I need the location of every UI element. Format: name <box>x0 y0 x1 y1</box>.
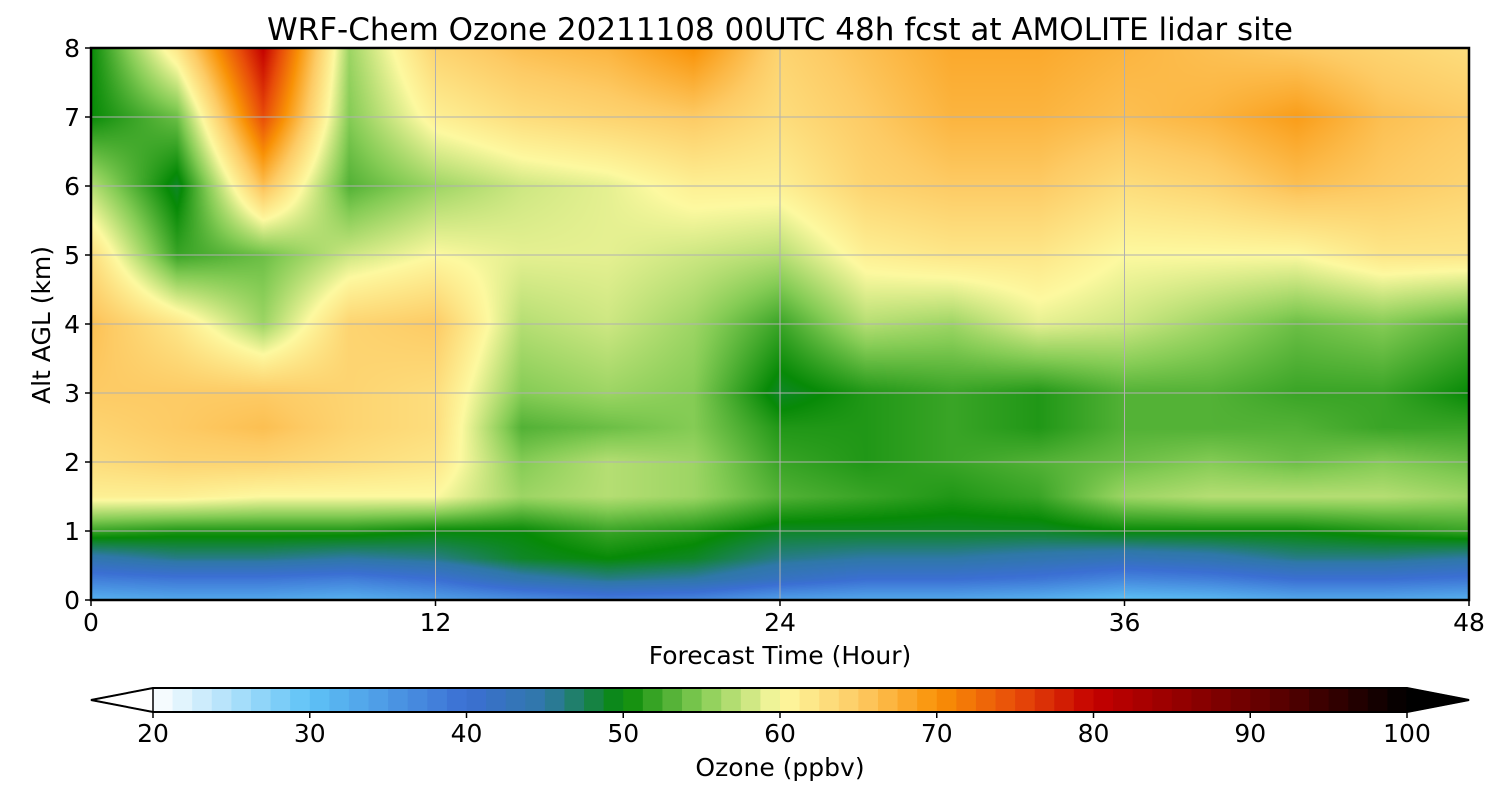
colorbar-segment <box>1073 688 1095 712</box>
colorbar-segment <box>642 688 664 712</box>
x-tick-label: 24 <box>764 608 796 637</box>
colorbar-segment <box>1348 688 1369 712</box>
colorbar-tick-label: 70 <box>921 719 953 748</box>
colorbar-segment <box>1309 688 1330 712</box>
colorbar-segment <box>407 688 428 712</box>
colorbar-segment <box>486 688 507 712</box>
colorbar-segment <box>858 688 879 712</box>
colorbar-segment <box>544 688 566 712</box>
colorbar-segment <box>584 688 605 712</box>
colorbar-segment <box>995 688 1016 712</box>
y-tick-label: 4 <box>64 310 80 339</box>
colorbar-segment <box>270 688 291 712</box>
colorbar-segment <box>309 688 330 712</box>
colorbar-tick-label: 80 <box>1078 719 1110 748</box>
y-tick-label: 1 <box>64 517 80 546</box>
colorbar-segment <box>721 688 742 712</box>
colorbar-tick-label: 60 <box>764 719 796 748</box>
colorbar-segment <box>388 688 409 712</box>
colorbar-segment <box>975 688 997 712</box>
colorbar-segment <box>662 688 683 712</box>
colorbar-segment <box>682 688 703 712</box>
x-tick-label: 48 <box>1453 608 1485 637</box>
colorbar-segment <box>1152 688 1173 712</box>
colorbar-segment <box>172 688 193 712</box>
colorbar-segment <box>329 688 350 712</box>
colorbar-segment <box>603 688 624 712</box>
x-axis-label: Forecast Time (Hour) <box>649 641 912 670</box>
colorbar-segment <box>211 688 232 712</box>
colorbar-segment <box>192 688 213 712</box>
colorbar-segment <box>1171 688 1193 712</box>
colorbar-segment <box>1113 688 1134 712</box>
colorbar-tick-label: 90 <box>1234 719 1266 748</box>
chart-title: WRF-Chem Ozone 20211108 00UTC 48h fcst a… <box>267 12 1293 48</box>
colorbar-segment <box>1289 688 1310 712</box>
colorbar-segment <box>1367 688 1389 712</box>
colorbar-segment <box>623 688 644 712</box>
colorbar-segment <box>1034 688 1055 712</box>
colorbar-segment <box>799 688 820 712</box>
colorbar-segment <box>819 688 840 712</box>
colorbar-segment <box>1054 688 1075 712</box>
colorbar-segment <box>446 688 468 712</box>
colorbar-tick-label: 100 <box>1383 719 1431 748</box>
colorbar-segment <box>153 688 174 712</box>
colorbar-segment <box>760 688 781 712</box>
colorbar-segment <box>1269 688 1291 712</box>
colorbar-segment <box>740 688 762 712</box>
colorbar-segment <box>525 688 546 712</box>
colorbar-tick-label: 40 <box>451 719 483 748</box>
colorbar-label: Ozone (ppbv) <box>695 753 864 782</box>
colorbar-segment <box>466 688 487 712</box>
y-tick-label: 8 <box>64 34 80 63</box>
y-tick-label: 5 <box>64 241 80 270</box>
x-tick-label: 36 <box>1109 608 1141 637</box>
colorbar-segment <box>231 688 252 712</box>
colorbar-segment <box>1015 688 1036 712</box>
colorbar-segment <box>936 688 957 712</box>
colorbar-segment <box>1211 688 1232 712</box>
colorbar-segment <box>290 688 311 712</box>
colorbar-segment <box>368 688 389 712</box>
y-axis-label: Alt AGL (km) <box>27 246 56 404</box>
colorbar-segment <box>838 688 859 712</box>
colorbar-segment <box>701 688 722 712</box>
y-tick-label: 7 <box>64 103 80 132</box>
colorbar-min-extension <box>90 687 154 713</box>
colorbar-segment <box>877 688 899 712</box>
colorbar-segment <box>1093 688 1114 712</box>
colorbar-segment <box>1230 688 1251 712</box>
colorbar-segment <box>1132 688 1153 712</box>
colorbar-segment <box>427 688 448 712</box>
colorbar-segment <box>505 688 526 712</box>
colorbar-segment <box>917 688 938 712</box>
colorbar-segment <box>250 688 272 712</box>
colorbar-segment <box>564 688 585 712</box>
colorbar-segment <box>897 688 918 712</box>
colorbar-segment <box>1328 688 1349 712</box>
colorbar-max-extension <box>1406 687 1470 713</box>
y-tick-label: 2 <box>64 448 80 477</box>
colorbar-segment <box>1250 688 1271 712</box>
y-tick-label: 0 <box>64 586 80 615</box>
colorbar: 20 30 40 50 60 70 80 90 100 <box>90 687 1470 748</box>
colorbar-tick-label: 50 <box>607 719 639 748</box>
colorbar-segment <box>956 688 977 712</box>
x-tick-label: 0 <box>83 608 99 637</box>
colorbar-tick-label: 30 <box>294 719 326 748</box>
colorbar-segment <box>780 688 801 712</box>
y-tick-label: 6 <box>64 172 80 201</box>
colorbar-segment <box>348 688 370 712</box>
y-tick-label: 3 <box>64 379 80 408</box>
colorbar-segment <box>1191 688 1212 712</box>
colorbar-segment <box>1387 688 1408 712</box>
colorbar-tick-label: 20 <box>137 719 169 748</box>
x-tick-label: 12 <box>420 608 452 637</box>
